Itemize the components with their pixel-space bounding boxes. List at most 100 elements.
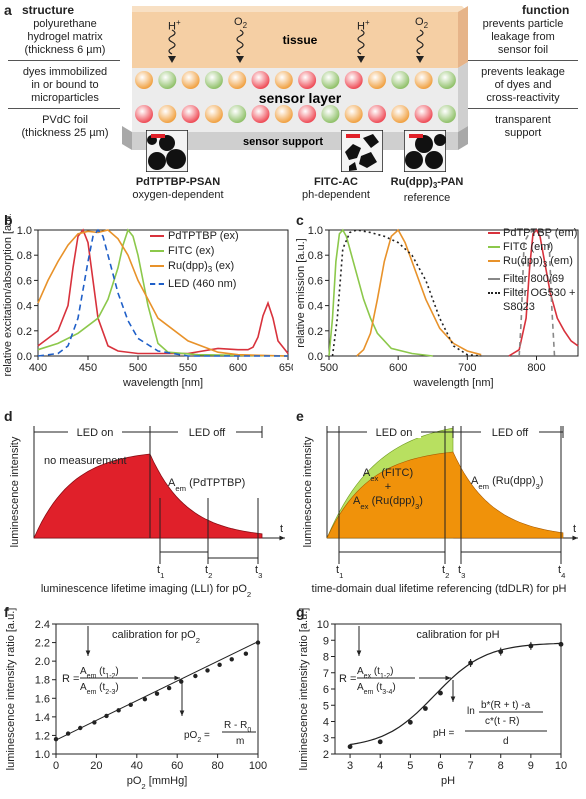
data-point [407,719,413,725]
particle-green [391,71,410,89]
text-part: ) [390,666,393,677]
text-part: 0 [247,727,251,734]
chart-d: t luminescence intensity LED on LED off no m… [9,426,285,599]
text-part: A [357,666,364,677]
text-part: t [157,564,160,576]
legend-item-fitc-em: FITC (em) [488,240,577,254]
x-tick-label: 500 [320,362,338,374]
x-tick-label: 650 [279,362,293,374]
x-tick-label: 450 [79,362,97,374]
plus-sign: + [385,481,391,493]
x-tick-label: 5 [407,760,413,772]
y-tick-label: 0.0 [17,351,32,363]
particle-green [437,71,456,89]
text-part: 2 [208,571,212,580]
text-part: luminescence lifetime imaging (LLI) for … [41,583,247,595]
divider [8,60,120,61]
tissue-label: tissue [283,33,318,47]
arrow-head [445,675,451,681]
data-point [205,668,210,673]
y-tick-label: 7 [323,668,329,680]
chart-g: 3 4 5 6 7 8 9 10 2 3 4 5 6 7 8 9 10 pH luminescence intens… [298,608,567,787]
area-rudpp-ex-label: Aex (Ru(dpp)3) [353,495,423,511]
particle-red [181,105,200,123]
data-point [423,706,428,711]
area-rudpp-em-label: Aem (Ru(dpp)3) [471,475,543,491]
x-axis-label: wavelength [nm] [122,377,203,389]
data-point [104,713,109,719]
x-axis-label: wavelength [nm] [412,377,493,389]
x-tick-label: 700 [458,362,476,374]
text-part: t [442,564,445,576]
led-on-label: LED on [77,427,114,439]
text-part: 1-2 [105,673,115,680]
y-axis-label: luminescence intensity ratio [a.u.] [298,608,310,771]
species-label-oxygen-2: O2 [415,16,429,31]
label-dyes-immobilized: dyes immobilized in or bound to microparti… [22,66,108,104]
legend-item-filter-og530: Filter OG530 + [488,286,577,300]
psan-desc: oxygen-dependent [132,189,224,201]
eq2-lhs: pH = [433,728,455,739]
text-part: t [458,564,461,576]
label-bg [481,426,539,438]
psan-caption: PdTPTBP-PSAN oxygen-dependent [108,176,248,202]
species-label-oxygen-1: O2 [234,16,248,31]
x-tick-label: 600 [229,362,247,374]
text-part: (PdTPTBP) [186,477,245,489]
eq2-inner-denominator: c*(t - R) [485,716,519,727]
psan-name: PdTPTBP-PSAN [135,176,221,188]
text-part: ex [360,502,368,511]
text-part: ex [364,673,372,680]
legend-item-filter-og530-line2: S8023 [503,301,535,314]
diffusion-arrows [168,29,424,63]
sensor-layer-label: sensor layer [259,90,342,106]
legend-item-rudpp-ex: Ru(dpp)3 (ex) [150,259,239,277]
y-tick-label: 0.8 [308,250,323,262]
y-tick-label: 0.0 [308,351,323,363]
particle-red [251,105,270,123]
text-part: (Ru(dpp) [369,495,415,507]
fit-line [55,641,259,741]
series-line [328,228,433,357]
ac-desc: ph-dependent [302,189,370,201]
arrow-head [357,56,365,63]
eq-numerator: Aex (t1-2) [357,666,393,680]
text-part: A [363,467,371,479]
text-part: 4 [561,571,566,580]
sensor-support-side [458,126,468,150]
sensor-diagram: tissue sensor layer sensor support [122,6,468,150]
text-part: em [87,689,97,696]
y-tick-label: 1.2 [35,730,50,742]
tissue-side-face [458,6,468,68]
text-part: t [205,564,208,576]
data-point [217,662,222,668]
text-part: 1 [339,571,343,580]
time-tick-label: t3 [255,564,262,580]
arrow-head [179,710,185,716]
text-part: 2 [445,571,449,580]
particle-orange [204,105,223,123]
data-point [243,651,249,656]
panel-label-a: a [4,2,12,18]
led-off-label: LED off [189,427,226,439]
particle-red [368,105,386,123]
time-tick-label: t1 [336,564,343,580]
particle-orange [158,105,177,123]
y-tick-label: 1.0 [17,225,32,237]
series-line [508,228,579,357]
text-part: ) [419,495,423,507]
data-point [142,697,148,702]
data-point [53,736,59,742]
data-point [154,691,160,696]
text-part: 2 [196,636,200,645]
structure-header: structure [22,3,75,17]
arrow-head [572,535,578,541]
data-point [193,673,198,679]
x-tick-label: 800 [527,362,545,374]
chart-b: 400 450 500 550 600 650 0.0 0.2 0.4 0.6 0.8 1.0 wave… [2,214,293,389]
ac-particle-inset [341,130,383,172]
t-axis-label: t [573,523,576,535]
legend-item-pdtptbp-ex: PdTPTBP (ex) [150,229,239,244]
caption-tddlr: time-domain dual lifetime referencing (t… [312,583,567,595]
panel-label-g: g [296,604,305,620]
